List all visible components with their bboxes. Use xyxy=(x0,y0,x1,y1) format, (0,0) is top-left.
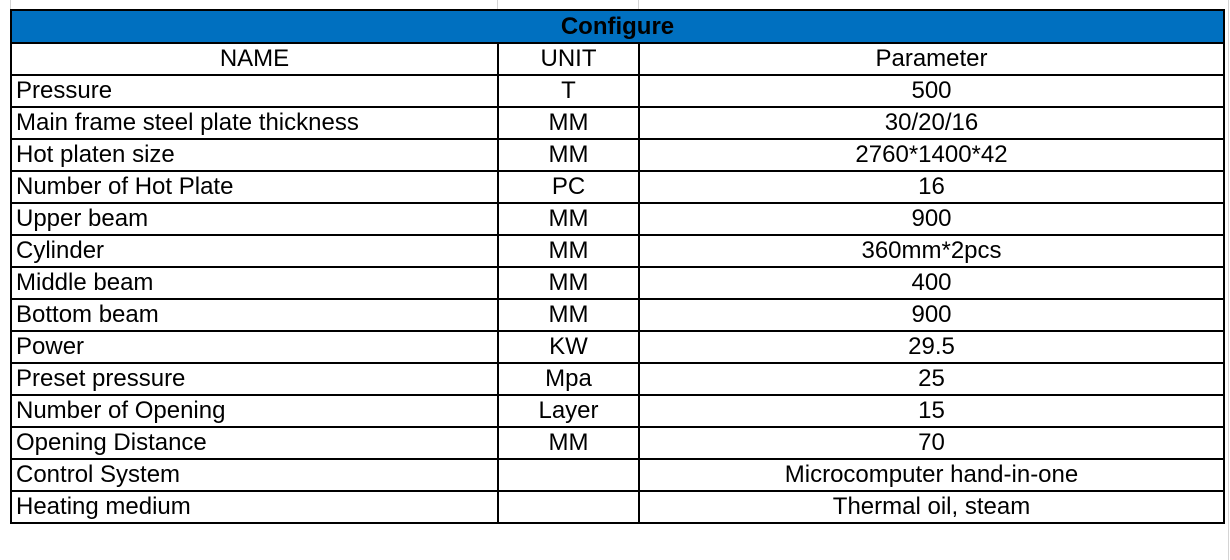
cell-parameter[interactable]: 400 xyxy=(638,266,1225,300)
cell-name[interactable]: Opening Distance xyxy=(10,426,499,460)
table-row: Number of Hot Plate PC 16 xyxy=(10,170,1225,204)
table-row: Control System Microcomputer hand-in-one xyxy=(10,458,1225,492)
title-row: Configure xyxy=(10,9,1225,44)
cell-parameter[interactable]: 16 xyxy=(638,170,1225,204)
cell-name[interactable]: Number of Hot Plate xyxy=(10,170,499,204)
cell-unit[interactable]: KW xyxy=(497,330,640,364)
cell-parameter[interactable]: 30/20/16 xyxy=(638,106,1225,140)
table-row: Bottom beam MM 900 xyxy=(10,298,1225,332)
table-row: Preset pressure Mpa 25 xyxy=(10,362,1225,396)
configure-table: Configure NAME UNIT Parameter Pressure T 5… xyxy=(10,9,1225,524)
cell-parameter[interactable]: 29.5 xyxy=(638,330,1225,364)
table-row: Hot platen size MM 2760*1400*42 xyxy=(10,138,1225,172)
table-title[interactable]: Configure xyxy=(10,9,1225,44)
column-header-name[interactable]: NAME xyxy=(10,42,499,76)
cell-parameter[interactable]: Thermal oil, steam xyxy=(638,490,1225,524)
cell-unit[interactable]: T xyxy=(497,74,640,108)
table-row: Upper beam MM 900 xyxy=(10,202,1225,236)
table-row: Heating medium Thermal oil, steam xyxy=(10,490,1225,524)
cell-unit[interactable] xyxy=(497,490,640,524)
cell-parameter[interactable]: 2760*1400*42 xyxy=(638,138,1225,172)
cell-unit[interactable]: MM xyxy=(497,234,640,268)
cell-parameter[interactable]: Microcomputer hand-in-one xyxy=(638,458,1225,492)
sheet-gridline xyxy=(1228,0,1229,560)
cell-parameter[interactable]: 900 xyxy=(638,298,1225,332)
cell-parameter[interactable]: 500 xyxy=(638,74,1225,108)
cell-unit[interactable]: MM xyxy=(497,426,640,460)
column-header-parameter[interactable]: Parameter xyxy=(638,42,1225,76)
cell-name[interactable]: Upper beam xyxy=(10,202,499,236)
cell-parameter[interactable]: 25 xyxy=(638,362,1225,396)
cell-unit[interactable]: MM xyxy=(497,202,640,236)
cell-parameter[interactable]: 900 xyxy=(638,202,1225,236)
table-row: Cylinder MM 360mm*2pcs xyxy=(10,234,1225,268)
table-row: Power KW 29.5 xyxy=(10,330,1225,364)
cell-name[interactable]: Middle beam xyxy=(10,266,499,300)
cell-unit[interactable]: MM xyxy=(497,266,640,300)
cell-name[interactable]: Main frame steel plate thickness xyxy=(10,106,499,140)
table-row: Main frame steel plate thickness MM 30/20/… xyxy=(10,106,1225,140)
cell-name[interactable]: Preset pressure xyxy=(10,362,499,396)
cell-parameter[interactable]: 360mm*2pcs xyxy=(638,234,1225,268)
table-row: Number of Opening Layer 15 xyxy=(10,394,1225,428)
cell-unit[interactable]: PC xyxy=(497,170,640,204)
cell-unit[interactable]: MM xyxy=(497,138,640,172)
cell-name[interactable]: Cylinder xyxy=(10,234,499,268)
sheet-gridline xyxy=(10,0,11,10)
sheet-gridline xyxy=(497,0,498,10)
cell-parameter[interactable]: 15 xyxy=(638,394,1225,428)
cell-unit[interactable]: MM xyxy=(497,106,640,140)
cell-name[interactable]: Number of Opening xyxy=(10,394,499,428)
table-row: Opening Distance MM 70 xyxy=(10,426,1225,460)
table-row: Pressure T 500 xyxy=(10,74,1225,108)
cell-unit[interactable] xyxy=(497,458,640,492)
cell-parameter[interactable]: 70 xyxy=(638,426,1225,460)
cell-unit[interactable]: Mpa xyxy=(497,362,640,396)
cell-name[interactable]: Power xyxy=(10,330,499,364)
cell-unit[interactable]: Layer xyxy=(497,394,640,428)
cell-unit[interactable]: MM xyxy=(497,298,640,332)
sheet-gridline xyxy=(638,0,639,10)
cell-name[interactable]: Heating medium xyxy=(10,490,499,524)
header-row: NAME UNIT Parameter xyxy=(10,42,1225,76)
cell-name[interactable]: Hot platen size xyxy=(10,138,499,172)
table-row: Middle beam MM 400 xyxy=(10,266,1225,300)
cell-name[interactable]: Control System xyxy=(10,458,499,492)
column-header-unit[interactable]: UNIT xyxy=(497,42,640,76)
cell-name[interactable]: Pressure xyxy=(10,74,499,108)
cell-name[interactable]: Bottom beam xyxy=(10,298,499,332)
